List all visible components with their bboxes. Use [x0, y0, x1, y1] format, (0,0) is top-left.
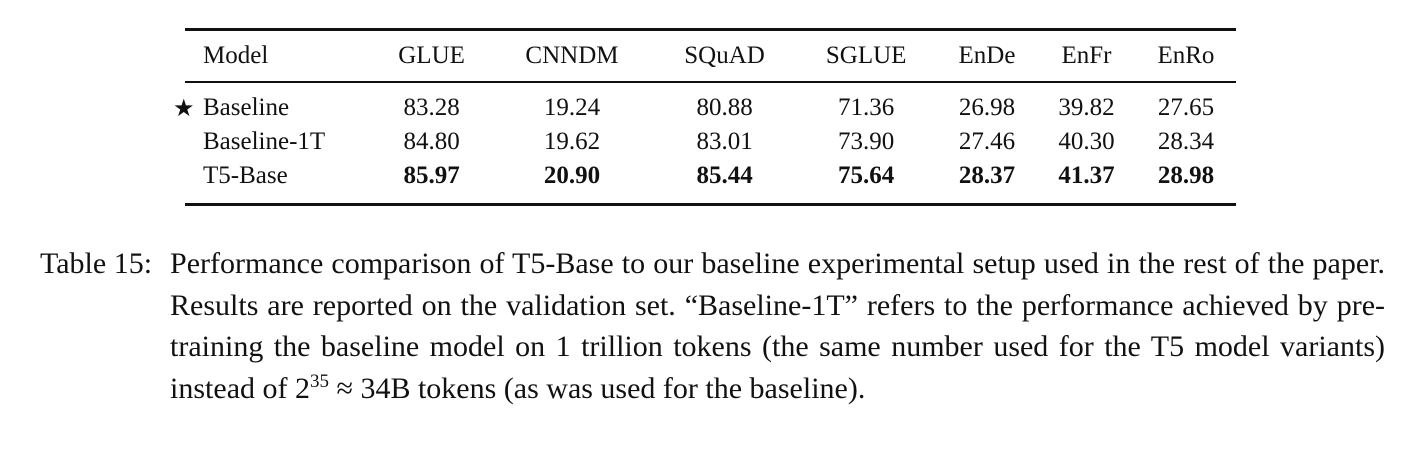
- best-value-cell: 85.44: [696, 162, 753, 189]
- star-icon: ★: [173, 94, 195, 122]
- value-cell: 84.80: [403, 128, 460, 155]
- value-cell: 83.28: [403, 94, 460, 121]
- table-row-baseline-1t: Baseline-1T 84.80 19.62 83.01 73.90 27.4…: [185, 125, 1236, 159]
- model-cell: T5-Base: [185, 159, 373, 205]
- value-cell: 80.88: [696, 94, 753, 121]
- value-cell: 26.98: [958, 94, 1016, 121]
- value-cell: 39.82: [1058, 94, 1115, 121]
- results-table: Model GLUE CNNDM SQuAD SGLUE EnDe EnFr E…: [173, 28, 1236, 206]
- value-cell: 71.36: [838, 94, 895, 121]
- header-squad: SQuAD: [684, 42, 765, 69]
- header-enfr: EnFr: [1061, 42, 1112, 69]
- model-name: T5-Base: [203, 162, 288, 189]
- header-ende: EnDe: [958, 42, 1016, 69]
- model-name: Baseline: [203, 94, 290, 121]
- header-enro: EnRo: [1157, 42, 1215, 69]
- best-value-cell: 75.64: [838, 162, 895, 189]
- value-cell: 19.62: [543, 128, 601, 155]
- value-cell: 40.30: [1058, 128, 1115, 155]
- table-caption: Table 15: Performance comparison of T5-B…: [40, 243, 1385, 409]
- value-cell: 27.65: [1157, 94, 1215, 121]
- model-name: Baseline-1T: [203, 128, 326, 155]
- best-value-cell: 20.90: [543, 162, 601, 189]
- table-row-baseline: ★ Baseline 83.28 19.24 80.88 71.36 26.98…: [173, 82, 1236, 125]
- best-value-cell: 28.98: [1157, 162, 1215, 189]
- header-model: Model: [203, 42, 269, 69]
- caption-text-end: ≈ 34B tokens (as was used for the baseli…: [329, 371, 866, 405]
- best-value-cell: 28.37: [958, 162, 1016, 189]
- value-cell: 83.01: [696, 128, 753, 155]
- table-row-t5-base: T5-Base 85.97 20.90 85.44 75.64 28.37 41…: [185, 159, 1236, 205]
- value-cell: 19.24: [543, 94, 601, 121]
- model-cell: ★ Baseline: [173, 82, 373, 125]
- header-sglue: SGLUE: [825, 42, 907, 69]
- value-cell: 27.46: [958, 128, 1016, 155]
- header-glue: GLUE: [398, 42, 465, 69]
- caption-text: Performance comparison of T5-Base to our…: [170, 243, 1385, 409]
- value-cell: 73.90: [838, 128, 895, 155]
- caption-label: Table 15:: [40, 247, 153, 280]
- results-table-container: Model GLUE CNNDM SQuAD SGLUE EnDe EnFr E…: [173, 28, 1236, 206]
- caption-text-main: Performance comparison of T5-Base to our…: [170, 247, 1385, 405]
- model-cell: Baseline-1T: [185, 125, 373, 159]
- best-value-cell: 41.37: [1058, 162, 1115, 189]
- header-cnndm: CNNDM: [525, 42, 619, 69]
- caption-exponent: 35: [310, 370, 329, 392]
- value-cell: 28.34: [1157, 128, 1215, 155]
- best-value-cell: 85.97: [403, 162, 460, 189]
- table-header-row: Model GLUE CNNDM SQuAD SGLUE EnDe EnFr E…: [185, 29, 1236, 82]
